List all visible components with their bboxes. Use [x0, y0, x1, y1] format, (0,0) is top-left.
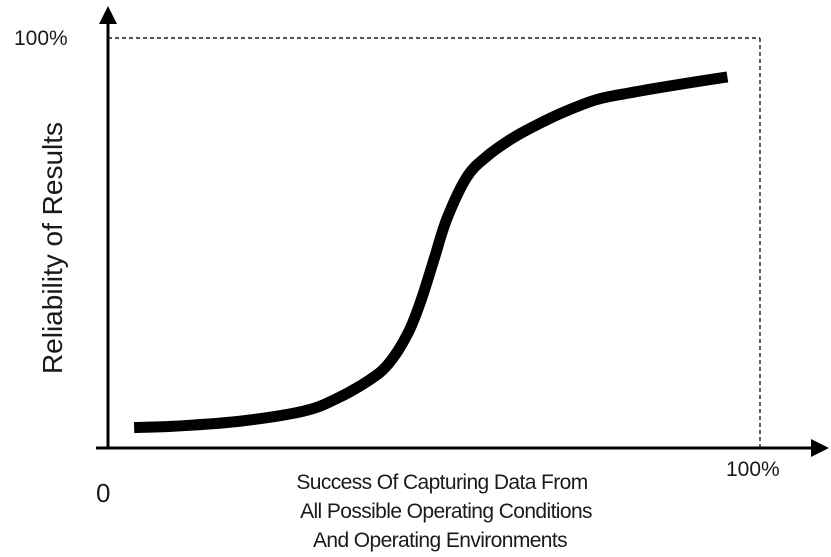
series-line-0: [133, 71, 729, 433]
y-axis-arrow: [99, 6, 117, 24]
x-axis-arrow: [811, 439, 829, 457]
x-max-tick-label: 100%: [726, 458, 780, 481]
y-axis-label: Reliability of Results: [37, 122, 68, 374]
x-axis-label-line-3: And Operating Environments: [313, 529, 567, 552]
origin-label: 0: [96, 478, 110, 508]
x-axis-label-line-2: All Possible Operating Conditions: [300, 500, 592, 523]
x-axis-label-line-1: Success Of Capturing Data From: [296, 471, 587, 494]
reference-lines: [108, 37, 761, 448]
series-group: [133, 71, 729, 433]
y-max-tick-label: 100%: [14, 27, 68, 50]
